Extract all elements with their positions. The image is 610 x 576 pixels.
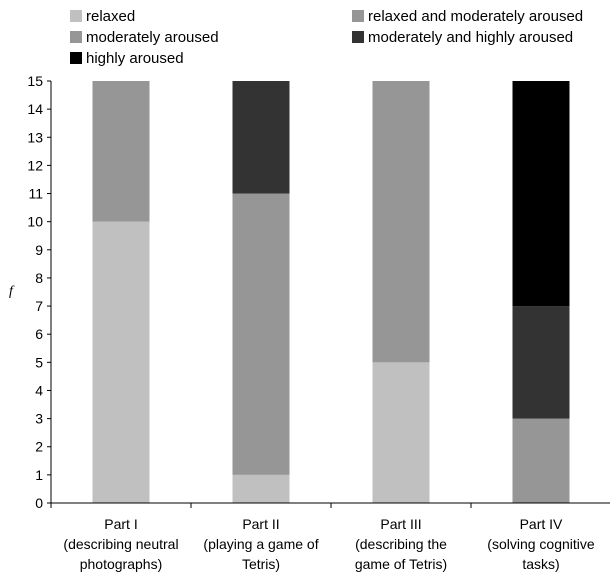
y-tick-label: 8 bbox=[35, 270, 43, 286]
y-tick-label: 14 bbox=[27, 101, 43, 117]
y-tick-label: 6 bbox=[35, 326, 43, 342]
x-tick-label: (describing the bbox=[355, 536, 447, 552]
x-tick-label: Part III bbox=[380, 516, 421, 532]
y-tick-label: 11 bbox=[28, 186, 43, 202]
y-tick-label: 3 bbox=[35, 411, 43, 427]
legend-swatch bbox=[70, 52, 82, 64]
x-axis: Part I (describing neutral photographs) Par… bbox=[50, 502, 610, 572]
x-tick-label: (solving cognitive bbox=[487, 536, 595, 552]
bar-segment bbox=[232, 81, 290, 194]
y-tick-label: 9 bbox=[35, 242, 43, 258]
y-tick-label: 10 bbox=[27, 214, 43, 230]
x-tick-label: Part II bbox=[242, 516, 279, 532]
legend-label: highly aroused bbox=[86, 50, 184, 67]
bar-segment bbox=[232, 193, 290, 475]
bar-segment bbox=[372, 81, 430, 363]
x-tick-label: Tetris) bbox=[242, 556, 280, 572]
y-tick-label: 15 bbox=[27, 73, 43, 89]
x-tick-label: game of Tetris) bbox=[355, 556, 447, 572]
legend: relaxed relaxed and moderately aroused mod… bbox=[70, 8, 583, 67]
y-tick-label: 5 bbox=[35, 354, 43, 370]
x-tick-label: photographs) bbox=[80, 556, 163, 572]
x-tick-label: (playing a game of bbox=[203, 536, 318, 552]
y-tick-label: 2 bbox=[35, 439, 43, 455]
x-tick-label: (describing neutral bbox=[63, 536, 178, 552]
legend-label: moderately and highly aroused bbox=[368, 29, 573, 46]
legend-label: relaxed bbox=[86, 8, 135, 25]
y-tick-label: 1 bbox=[35, 467, 43, 483]
legend-swatch bbox=[352, 10, 364, 22]
x-tick-label: Part I bbox=[104, 516, 137, 532]
bar-segment bbox=[372, 362, 430, 503]
bars bbox=[92, 81, 570, 503]
y-axis-label: f bbox=[9, 284, 15, 299]
bar-segment bbox=[512, 418, 570, 503]
bar-segment bbox=[92, 81, 150, 222]
x-tick-label: tasks) bbox=[522, 556, 559, 572]
y-tick-label: 0 bbox=[35, 495, 43, 511]
x-tick-label: Part IV bbox=[520, 516, 563, 532]
y-tick-label: 7 bbox=[35, 298, 43, 314]
legend-label: moderately aroused bbox=[86, 29, 219, 46]
bar-segment bbox=[512, 81, 570, 307]
legend-swatch bbox=[70, 10, 82, 22]
y-tick-label: 4 bbox=[35, 382, 43, 398]
y-tick-label: 12 bbox=[27, 157, 43, 173]
bar-segment bbox=[92, 221, 150, 503]
legend-label: relaxed and moderately aroused bbox=[368, 8, 583, 25]
bar-segment bbox=[512, 306, 570, 419]
legend-swatch bbox=[352, 31, 364, 43]
legend-swatch bbox=[70, 31, 82, 43]
y-tick-label: 13 bbox=[27, 129, 43, 145]
bar-segment bbox=[232, 474, 290, 503]
